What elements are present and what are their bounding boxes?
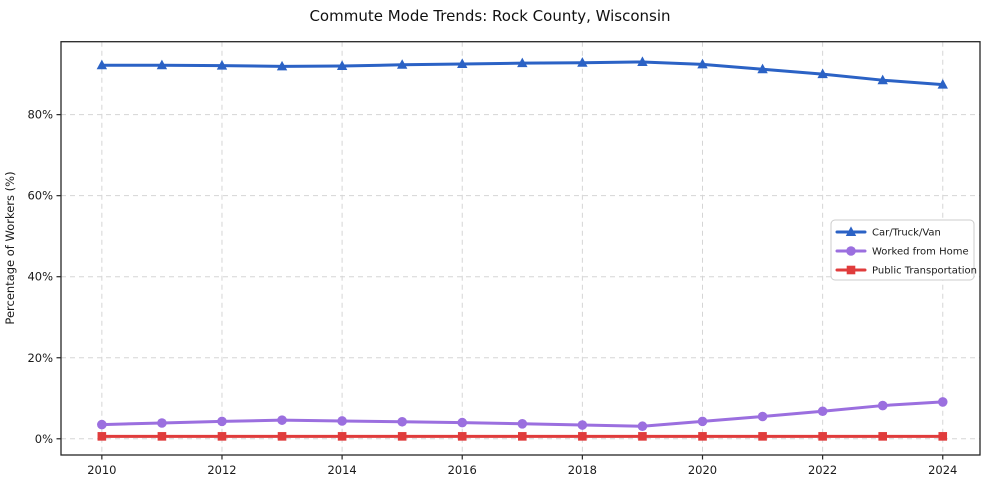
series-marker-public-transportation	[157, 432, 167, 441]
x-tick-label: 2024	[928, 463, 957, 477]
y-tick-label: 40%	[27, 270, 53, 284]
series-marker-worked-from-home	[637, 421, 648, 432]
series-marker-public-transportation	[818, 432, 827, 441]
y-axis-label: Percentage of Workers (%)	[3, 171, 17, 324]
series-marker-car-truck-van	[457, 58, 468, 68]
series-marker-car-truck-van	[216, 60, 228, 70]
y-tick-label: 0%	[35, 432, 53, 446]
series-marker-car-truck-van	[877, 74, 888, 85]
x-tick-label: 2012	[207, 463, 236, 477]
series-marker-worked-from-home	[517, 418, 528, 429]
axes-frame	[60, 41, 981, 456]
series-marker-worked-from-home	[577, 420, 588, 430]
series-marker-worked-from-home	[277, 415, 287, 425]
series-marker-worked-from-home	[337, 416, 347, 426]
series-marker-car-truck-van	[517, 57, 528, 68]
y-tick-label: 80%	[27, 108, 53, 122]
series-marker-public-transportation	[217, 432, 227, 441]
plot-area: 2010 2012 2014 2016 2018 2020 2022 2024 0% 20% 40%…	[27, 41, 981, 477]
y-tick-label: 20%	[27, 351, 53, 365]
legend-swatch-marker-worked-from-home	[846, 246, 856, 256]
series-marker-public-transportation	[698, 432, 707, 441]
legend-label-car-truck-van: Car/Truck/Van	[872, 228, 941, 239]
series-marker-car-truck-van	[96, 59, 108, 70]
series-marker-car-truck-van	[156, 59, 168, 70]
series-marker-public-transportation	[938, 432, 948, 441]
legend-label-public-transportation: Public Transportation	[872, 266, 977, 277]
series-marker-car-truck-van	[276, 60, 288, 71]
series-marker-worked-from-home	[757, 411, 768, 422]
series-marker-worked-from-home	[97, 419, 107, 430]
legend-label-worked-from-home: Worked from Home	[872, 247, 969, 258]
series-marker-worked-from-home	[697, 416, 708, 427]
series-marker-public-transportation	[758, 432, 767, 441]
series-marker-public-transportation	[337, 432, 347, 441]
series-marker-public-transportation	[518, 432, 527, 441]
series-marker-car-truck-van	[396, 59, 408, 69]
y-tick-label: 60%	[27, 189, 53, 203]
series-marker-car-truck-van	[757, 63, 768, 74]
legend-box	[830, 219, 975, 281]
series-marker-car-truck-van	[937, 79, 948, 89]
series-marker-worked-from-home	[937, 397, 948, 407]
series-marker-worked-from-home	[157, 418, 167, 428]
series-marker-public-transportation	[457, 432, 467, 441]
series-marker-public-transportation	[397, 432, 407, 441]
series-marker-worked-from-home	[817, 406, 828, 417]
x-tick-label: 2018	[568, 463, 597, 477]
series-marker-public-transportation	[578, 432, 587, 441]
x-tick-label: 2020	[688, 463, 717, 477]
series-marker-worked-from-home	[877, 400, 888, 411]
series-marker-car-truck-van	[697, 58, 708, 69]
series-marker-car-truck-van	[336, 60, 348, 71]
series-marker-public-transportation	[638, 432, 647, 441]
chart-title: Commute Mode Trends: Rock County, Wiscon…	[309, 7, 670, 25]
series-marker-car-truck-van	[637, 56, 648, 66]
legend-swatch-marker-car-truck-van	[845, 226, 857, 236]
x-tick-label: 2010	[87, 463, 116, 477]
series-marker-worked-from-home	[457, 417, 468, 428]
series-marker-public-transportation	[878, 432, 887, 441]
series-marker-public-transportation	[277, 432, 287, 441]
x-tick-label: 2022	[808, 463, 837, 477]
series-marker-worked-from-home	[397, 416, 407, 427]
series-marker-car-truck-van	[817, 68, 828, 79]
legend-swatch-marker-public-transportation	[846, 265, 856, 275]
x-tick-label: 2016	[448, 463, 477, 477]
x-tick-label: 2014	[327, 463, 356, 477]
series-marker-public-transportation	[97, 432, 107, 441]
series-marker-worked-from-home	[217, 416, 227, 427]
series-marker-car-truck-van	[577, 57, 588, 67]
